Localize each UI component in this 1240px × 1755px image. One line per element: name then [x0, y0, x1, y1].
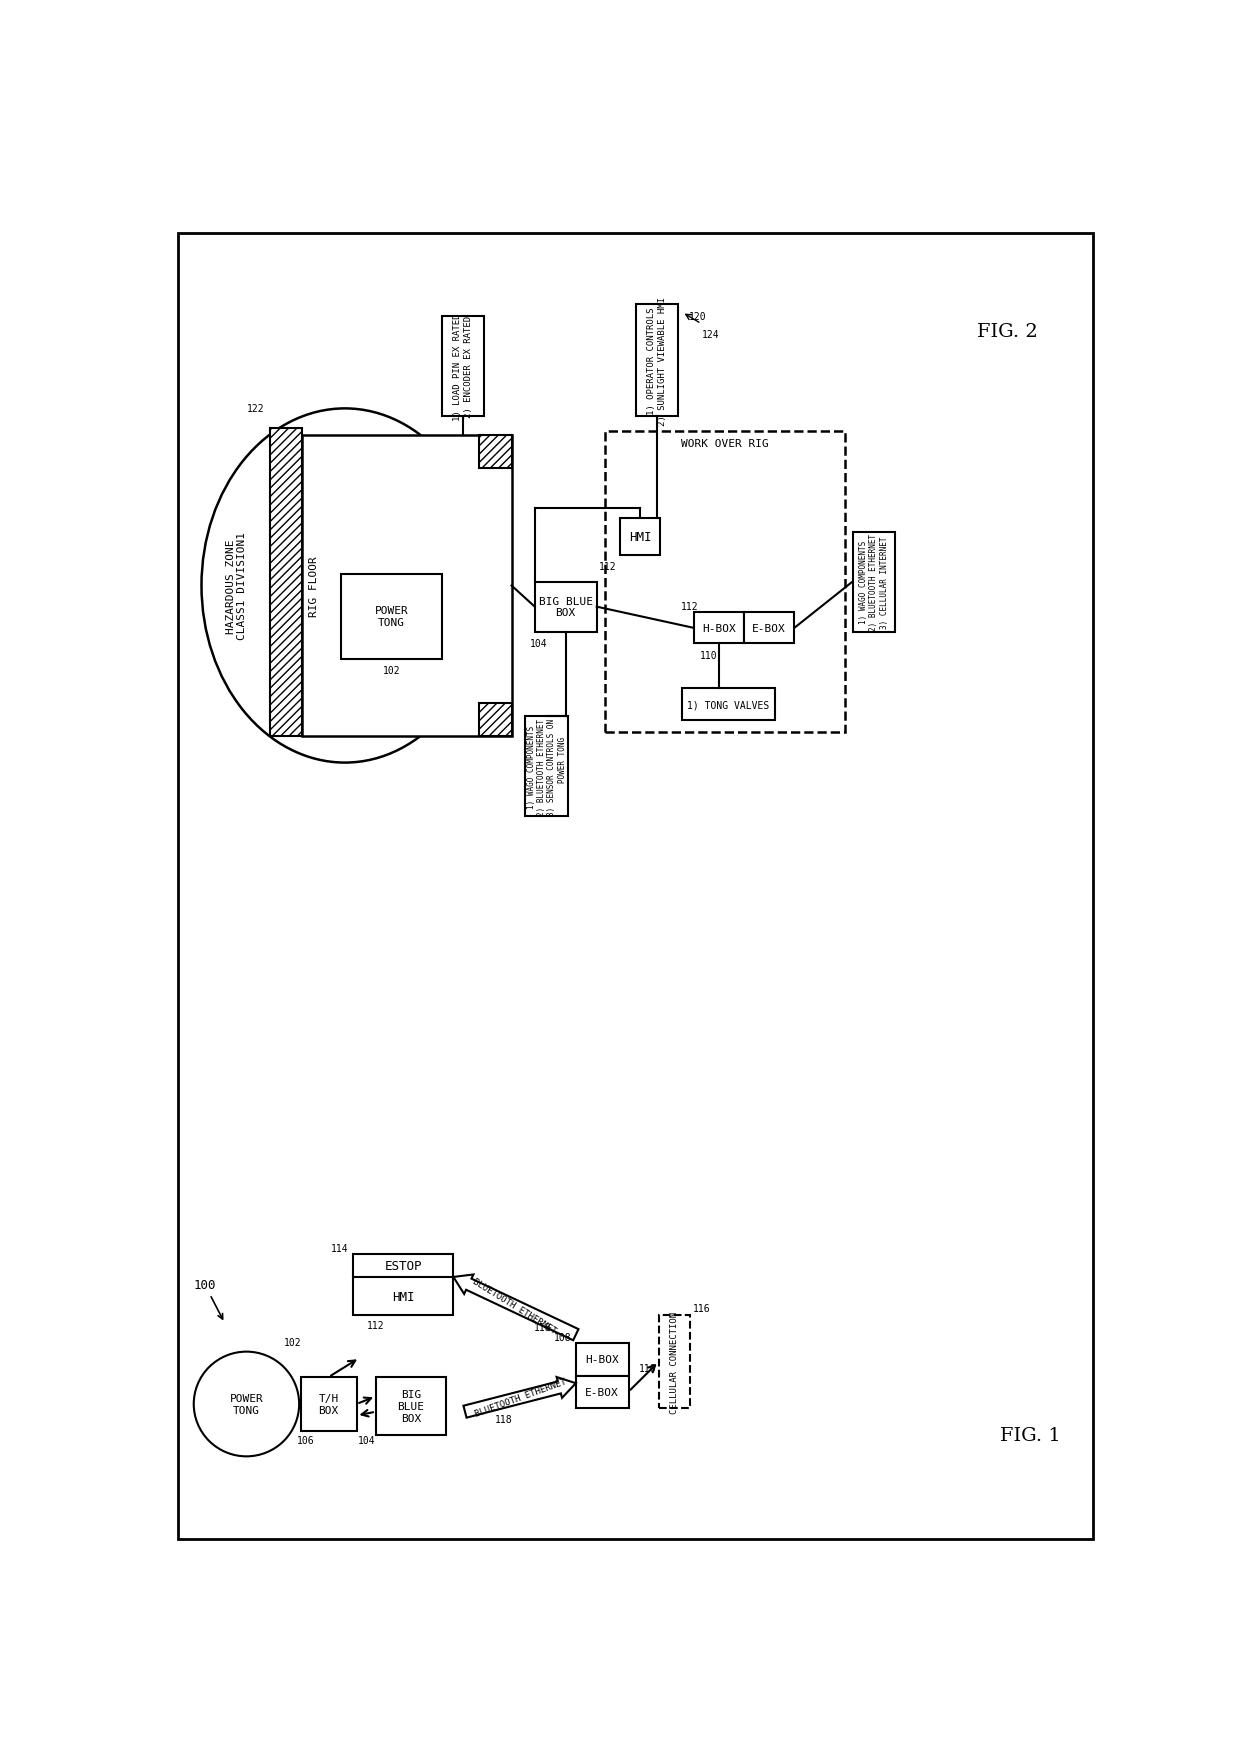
Text: T/H
BOX: T/H BOX	[319, 1393, 339, 1415]
Bar	[303, 435, 511, 735]
Text: 106: 106	[296, 1436, 315, 1446]
Bar	[301, 1378, 357, 1430]
Circle shape	[193, 1351, 299, 1457]
Text: 114: 114	[331, 1243, 348, 1253]
Text: CELLULAR CONNECTION: CELLULAR CONNECTION	[670, 1311, 678, 1413]
Bar	[534, 583, 596, 632]
Bar	[620, 518, 660, 555]
Text: 112: 112	[367, 1320, 384, 1330]
Bar	[605, 432, 844, 732]
Bar	[682, 688, 775, 721]
Bar	[575, 1376, 629, 1408]
Text: 1) WAGO COMPONENTS
2) BLUETOOTH ETHERNET
3) CELLULAR INTERNET: 1) WAGO COMPONENTS 2) BLUETOOTH ETHERNET…	[859, 534, 889, 630]
Bar	[853, 532, 895, 632]
Text: 118: 118	[533, 1322, 552, 1332]
Bar	[441, 318, 485, 418]
Text: H-BOX: H-BOX	[702, 623, 735, 634]
Text: 104: 104	[358, 1436, 376, 1446]
Bar	[744, 612, 795, 644]
Text: 120: 120	[688, 312, 707, 321]
Text: ESTOP: ESTOP	[384, 1258, 422, 1272]
Text: 102: 102	[383, 665, 401, 676]
Text: 100: 100	[193, 1279, 223, 1320]
Bar	[479, 704, 511, 735]
Text: POWER
TONG: POWER TONG	[374, 605, 408, 628]
Bar	[376, 1378, 445, 1436]
Text: 1) TONG VALVES: 1) TONG VALVES	[687, 700, 770, 709]
Text: 112: 112	[599, 562, 616, 572]
Bar	[693, 612, 744, 644]
Text: 110: 110	[701, 651, 718, 660]
Bar	[575, 1343, 629, 1376]
Text: POWER
TONG: POWER TONG	[229, 1393, 263, 1415]
Text: 118: 118	[495, 1415, 512, 1425]
Text: H-BOX: H-BOX	[585, 1355, 619, 1365]
Text: HMI: HMI	[392, 1290, 414, 1302]
Bar	[270, 428, 303, 735]
Text: WORK OVER RIG: WORK OVER RIG	[681, 439, 769, 449]
Text: 124: 124	[702, 330, 719, 339]
Text: HAZARDOUS ZONE
CLASS1 DIVISION1: HAZARDOUS ZONE CLASS1 DIVISION1	[226, 532, 247, 641]
FancyArrow shape	[464, 1378, 575, 1418]
Text: BLUETOOTH ETHERNET: BLUETOOTH ETHERNET	[474, 1378, 568, 1418]
Text: 1) LOAD PIN EX RATED
2) ENCODER EX RATED: 1) LOAD PIN EX RATED 2) ENCODER EX RATED	[454, 312, 472, 421]
Bar	[526, 718, 568, 818]
Text: FIG. 1: FIG. 1	[1001, 1427, 1061, 1444]
Bar	[341, 574, 441, 660]
Text: 122: 122	[247, 404, 264, 414]
Text: RIG FLOOR: RIG FLOOR	[309, 556, 319, 616]
Text: FIG. 2: FIG. 2	[977, 323, 1038, 340]
Text: 1) OPERATOR CONTROLS
2) SUNLIGHT VIEWABLE HMI: 1) OPERATOR CONTROLS 2) SUNLIGHT VIEWABL…	[647, 297, 667, 425]
Text: BIG
BLUE
BOX: BIG BLUE BOX	[397, 1390, 424, 1423]
Bar	[658, 1316, 689, 1408]
Text: E-BOX: E-BOX	[585, 1386, 619, 1397]
Text: HMI: HMI	[629, 530, 651, 544]
Text: E-BOX: E-BOX	[753, 623, 786, 634]
Text: 112: 112	[681, 602, 698, 612]
Text: 116: 116	[693, 1302, 711, 1313]
Bar	[352, 1255, 454, 1316]
Bar	[479, 435, 511, 469]
Bar	[635, 305, 678, 418]
Text: BIG BLUE
BOX: BIG BLUE BOX	[538, 597, 593, 618]
Text: 104: 104	[529, 639, 547, 649]
FancyArrow shape	[454, 1274, 579, 1341]
Text: 102: 102	[284, 1337, 301, 1348]
Text: 1) WAGO COMPONENTS
2) BLUETOOTH ETHERNET
3) SENSOR CONTROLS ON
   POWER TONG: 1) WAGO COMPONENTS 2) BLUETOOTH ETHERNET…	[527, 718, 567, 816]
Text: 108: 108	[554, 1332, 572, 1343]
Text: BLUETOOTH ETHERNET: BLUETOOTH ETHERNET	[471, 1276, 558, 1336]
Text: 110: 110	[639, 1364, 657, 1372]
